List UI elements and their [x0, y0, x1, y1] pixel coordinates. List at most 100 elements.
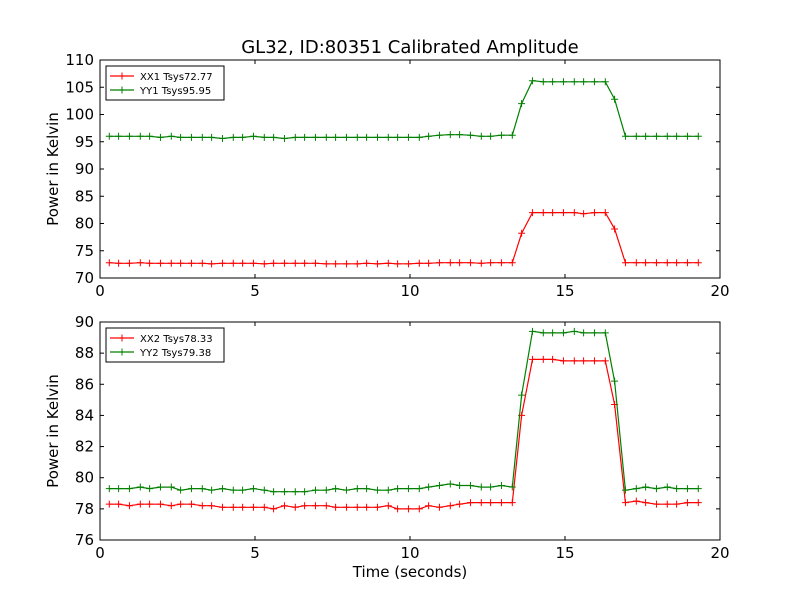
- top-series-2-point: [621, 132, 629, 140]
- top-series-2-point: [260, 133, 268, 141]
- top-series-2-point: [311, 133, 319, 141]
- top-series-1-point: [497, 259, 505, 267]
- bottom-y-tick-label: 80: [75, 469, 94, 487]
- top-series-2-point: [187, 133, 195, 141]
- top-series-1-point: [322, 260, 330, 268]
- bottom-series-2-point: [456, 482, 464, 489]
- top-series-2-point: [167, 132, 175, 140]
- top-series-1-point: [239, 259, 247, 267]
- bottom-series-1-point: [570, 357, 578, 365]
- bottom-series-1-point: [683, 499, 691, 507]
- bottom-series-1-point: [353, 503, 361, 511]
- bottom-series-2-point: [466, 482, 474, 489]
- bottom-series-1-point: [198, 502, 206, 510]
- top-series-1-point: [528, 209, 536, 217]
- top-series-2-point: [291, 133, 299, 141]
- top-series-2-point: [404, 133, 412, 141]
- bottom-series-2-point: [611, 377, 619, 385]
- bottom-series-2-point: [570, 327, 578, 335]
- top-series-1-point: [311, 259, 319, 267]
- bottom-series-1-point: [249, 503, 257, 511]
- bottom-series-2-point: [280, 488, 288, 496]
- bottom-series-1-point: [456, 500, 464, 508]
- bottom-legend-label-2: YY2 Tsys79.38: [139, 348, 211, 359]
- bottom-series-1-point: [487, 499, 495, 507]
- top-series-1-point: [415, 259, 423, 267]
- bottom-series-1-point: [218, 503, 226, 511]
- top-series-1-point: [136, 259, 144, 267]
- bottom-series-2-point: [301, 488, 309, 496]
- bottom-series-1-point: [115, 500, 123, 508]
- bottom-series-2-point: [260, 486, 268, 494]
- top-series-1-point: [663, 259, 671, 267]
- top-series-1-point: [105, 259, 113, 267]
- bottom-series-1-point: [156, 500, 164, 508]
- bottom-series-2-point: [187, 485, 195, 493]
- top-series-2-point: [435, 131, 443, 139]
- bottom-series-line-1: [109, 358, 699, 510]
- top-series-1-point: [115, 259, 123, 267]
- top-series-1-point: [218, 259, 226, 267]
- bottom-series-1-point: [291, 503, 299, 511]
- top-series-1-point: [373, 260, 381, 268]
- top-y-tick-label: 75: [75, 242, 94, 260]
- top-series-2-point: [549, 78, 557, 86]
- top-series-2-point: [559, 78, 567, 86]
- bottom-series-2-point: [229, 486, 237, 494]
- bottom-series-2-point: [477, 483, 485, 491]
- bottom-series-2-point: [683, 485, 691, 493]
- bottom-series-2-point: [673, 485, 681, 493]
- top-series-2-point: [632, 132, 640, 140]
- bottom-series-1-point: [415, 505, 423, 513]
- top-series-2-point: [208, 133, 216, 141]
- top-series-2-point: [673, 132, 681, 140]
- top-y-axis-label: Power in Kelvin: [44, 112, 62, 226]
- top-series-1-point: [446, 259, 454, 267]
- top-series-2-point: [415, 133, 423, 141]
- bottom-series-1-point: [404, 505, 412, 513]
- top-series-1-point: [156, 259, 164, 267]
- top-series-2-point: [177, 133, 185, 141]
- top-series-1-point: [167, 259, 175, 267]
- bottom-series-2-point: [394, 485, 402, 493]
- top-series-1-point: [518, 229, 526, 237]
- bottom-series-2-point: [694, 485, 702, 493]
- top-series-1-point: [208, 260, 216, 268]
- top-series-2-point: [301, 133, 309, 141]
- top-series-2-point: [270, 133, 278, 141]
- bottom-series-1-point: [384, 502, 392, 510]
- bottom-x-tick-label: 0: [95, 544, 105, 562]
- top-series-1-point: [477, 259, 485, 267]
- top-series-2-point: [373, 133, 381, 141]
- bottom-series-1-point: [590, 357, 598, 365]
- bottom-series-2-point: [384, 486, 392, 494]
- bottom-series-1-point: [446, 502, 454, 510]
- top-y-tick-label: 85: [75, 187, 94, 205]
- top-series-2-point: [136, 132, 144, 140]
- bottom-series-1-point: [187, 500, 195, 508]
- top-y-tick-label: 95: [75, 133, 94, 151]
- bottom-series-2-point: [590, 329, 598, 337]
- top-series-2-point: [342, 133, 350, 141]
- top-series-2-point: [125, 132, 133, 140]
- top-series-1-point: [539, 209, 547, 217]
- top-series-1-point: [187, 259, 195, 267]
- bottom-series-2-point: [435, 482, 443, 489]
- bottom-series-2-point: [270, 488, 278, 496]
- top-series-2-point: [466, 131, 474, 139]
- top-series-2-point: [570, 78, 578, 86]
- top-series-2-point: [105, 132, 113, 140]
- bottom-legend: [105, 327, 225, 363]
- bottom-series-1-point: [239, 503, 247, 511]
- bottom-series-2-point: [136, 483, 144, 491]
- bottom-series-2-point: [177, 486, 185, 494]
- bottom-series-2-point: [167, 483, 175, 491]
- bottom-series-2-point: [156, 483, 164, 491]
- top-y-tick-label: 70: [75, 269, 94, 287]
- bottom-series-1-point: [270, 505, 278, 513]
- top-series-2-point: [249, 132, 257, 140]
- bottom-series-1-point: [466, 499, 474, 507]
- top-legend: [105, 65, 225, 101]
- top-series-1-point: [394, 260, 402, 268]
- bottom-series-1-point: [394, 505, 402, 513]
